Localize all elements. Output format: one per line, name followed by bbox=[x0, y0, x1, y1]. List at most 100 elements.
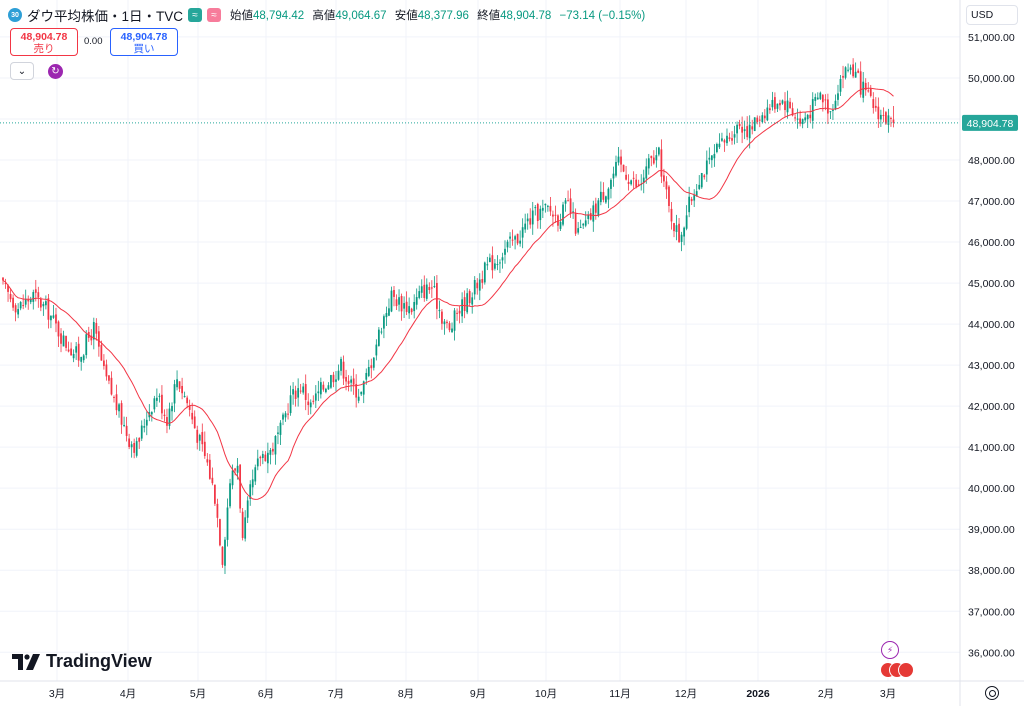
candle bbox=[441, 309, 443, 330]
candle bbox=[544, 203, 547, 213]
candle bbox=[307, 393, 310, 416]
candle bbox=[710, 155, 713, 168]
candle bbox=[65, 335, 67, 352]
y-tick-label: 40,000.00 bbox=[968, 483, 1015, 495]
candle bbox=[7, 284, 9, 302]
x-tick-label: 2月 bbox=[818, 688, 834, 700]
symbol-badge: 30 bbox=[8, 8, 22, 22]
candle bbox=[708, 147, 711, 165]
candle bbox=[299, 383, 302, 394]
collapse-legend-button[interactable]: ⌄ bbox=[10, 62, 34, 80]
candle bbox=[224, 536, 226, 574]
candle bbox=[113, 395, 115, 403]
candle bbox=[688, 186, 691, 218]
chart-settings-icon[interactable] bbox=[985, 686, 999, 700]
candle bbox=[554, 205, 557, 223]
candle bbox=[801, 118, 804, 129]
candle bbox=[105, 359, 108, 381]
candle bbox=[350, 375, 353, 392]
candle bbox=[347, 375, 350, 392]
candle bbox=[249, 480, 252, 506]
candle bbox=[670, 201, 673, 230]
indicator-icon[interactable]: ≈ bbox=[207, 8, 222, 22]
candle bbox=[738, 119, 741, 130]
candle bbox=[251, 469, 254, 496]
candle bbox=[413, 294, 416, 319]
candle bbox=[864, 78, 867, 96]
candle bbox=[203, 431, 206, 459]
candle bbox=[264, 451, 267, 462]
candle bbox=[294, 385, 297, 407]
candle bbox=[140, 420, 143, 442]
candle bbox=[592, 200, 595, 232]
candle bbox=[314, 385, 317, 409]
candle bbox=[385, 306, 388, 326]
candle bbox=[607, 187, 610, 209]
candle bbox=[423, 275, 426, 302]
candle bbox=[632, 171, 635, 189]
currency-selector[interactable]: USD bbox=[966, 5, 1018, 25]
candle bbox=[319, 377, 322, 399]
candle bbox=[723, 138, 726, 152]
candle bbox=[546, 204, 549, 212]
y-tick-label: 46,000.00 bbox=[968, 237, 1015, 249]
candle bbox=[85, 330, 88, 359]
compare-icon[interactable]: ≈ bbox=[188, 8, 203, 22]
candle bbox=[241, 508, 244, 541]
y-tick-label: 38,000.00 bbox=[968, 565, 1015, 577]
candle bbox=[809, 104, 812, 123]
candle bbox=[380, 327, 383, 335]
symbol-title[interactable]: ダウ平均株価・1日・TVC bbox=[27, 9, 184, 24]
candle bbox=[506, 239, 509, 253]
candle bbox=[887, 108, 890, 133]
candle bbox=[695, 184, 698, 197]
candle bbox=[186, 395, 189, 409]
buy-button[interactable]: 48,904.78 買い bbox=[110, 28, 178, 56]
candle bbox=[837, 84, 839, 106]
candle bbox=[451, 322, 453, 334]
candle bbox=[789, 97, 791, 109]
candle bbox=[32, 289, 35, 310]
lightning-icon[interactable]: ⚡ bbox=[881, 641, 899, 659]
economic-events-icon[interactable] bbox=[880, 661, 914, 679]
candle bbox=[103, 354, 105, 370]
candle bbox=[491, 246, 494, 279]
sell-button[interactable]: 48,904.78 売り bbox=[10, 28, 78, 56]
candle bbox=[579, 219, 582, 229]
candle bbox=[120, 400, 123, 434]
candle bbox=[612, 166, 615, 187]
candle bbox=[834, 94, 837, 111]
tradingview-watermark[interactable]: TradingView bbox=[12, 651, 152, 672]
candle bbox=[511, 229, 514, 246]
candle bbox=[62, 330, 65, 347]
candle bbox=[80, 356, 83, 371]
candle bbox=[55, 307, 57, 333]
candle bbox=[461, 292, 463, 323]
last-price-tag: 48,904.78 bbox=[962, 114, 1018, 131]
candle bbox=[839, 75, 842, 97]
candle bbox=[287, 403, 289, 420]
candle bbox=[617, 147, 620, 166]
candle bbox=[589, 208, 592, 221]
candle bbox=[494, 259, 496, 271]
candle bbox=[75, 341, 78, 360]
candle bbox=[37, 286, 40, 308]
candle bbox=[418, 285, 421, 300]
candle bbox=[733, 125, 736, 145]
candle bbox=[284, 411, 287, 422]
candle bbox=[655, 147, 658, 168]
candle bbox=[756, 115, 759, 125]
candle bbox=[29, 296, 32, 305]
x-tick-label: 3月 bbox=[880, 688, 896, 700]
candle bbox=[289, 385, 292, 416]
candle bbox=[282, 412, 284, 426]
candle bbox=[879, 109, 882, 127]
candle bbox=[481, 270, 484, 289]
candle bbox=[433, 276, 436, 289]
candle bbox=[763, 109, 766, 124]
candle bbox=[794, 114, 796, 122]
candle bbox=[327, 382, 330, 390]
refresh-icon[interactable]: ↻ bbox=[48, 64, 63, 79]
